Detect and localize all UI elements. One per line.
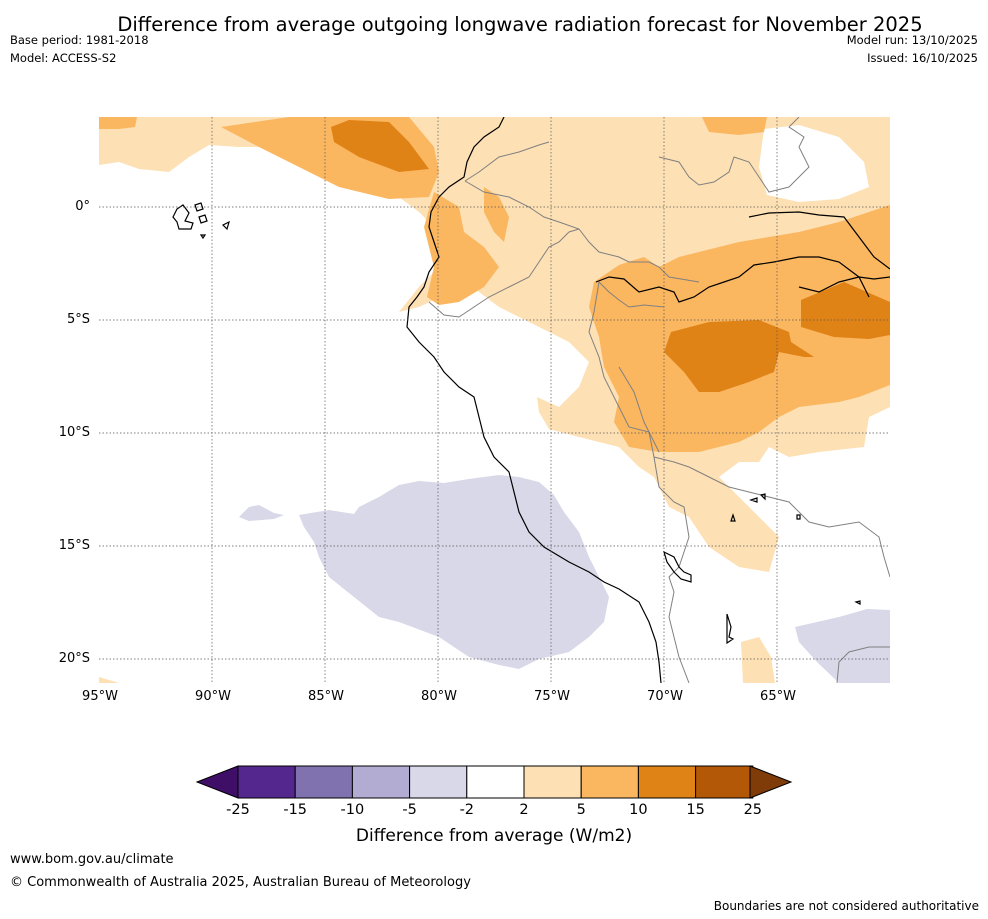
colorbar-tick-label: 25 bbox=[743, 802, 763, 818]
lon-label-80w: 80°W bbox=[421, 689, 457, 704]
colorbar-segment bbox=[351, 765, 411, 799]
colorbar-segment bbox=[294, 765, 353, 799]
lon-label-90w: 90°W bbox=[195, 689, 231, 704]
meta-left: Base period: 1981-2018 Model: ACCESS-S2 bbox=[10, 31, 149, 67]
lon-label-70w: 70°W bbox=[647, 689, 683, 704]
anomaly-light-orange-corner bbox=[99, 677, 119, 683]
colorbar-segments bbox=[237, 765, 754, 799]
lat-label-10s: 10°S bbox=[58, 425, 90, 440]
model-run: Model run: 13/10/2025 bbox=[846, 33, 978, 47]
colorbar-segment bbox=[580, 765, 639, 799]
footer-url: www.bom.gov.au/climate bbox=[10, 852, 174, 867]
anomaly-light-orange-large bbox=[99, 117, 890, 572]
anomaly-orange-coast bbox=[424, 192, 499, 305]
anomaly-purple-ocean bbox=[299, 475, 609, 669]
anomaly-dark-orange-east bbox=[801, 282, 890, 339]
footer-disclaimer: Boundaries are not considered authoritat… bbox=[713, 899, 979, 913]
colorbar-tick-label: -25 bbox=[226, 802, 250, 818]
anomaly-dark-orange-amazon bbox=[664, 320, 814, 392]
colorbar-segment bbox=[409, 765, 468, 799]
lat-label-20s: 20°S bbox=[58, 651, 90, 666]
colorbar-tick-label: -2 bbox=[459, 802, 475, 818]
country-borders bbox=[428, 117, 890, 683]
colorbar bbox=[195, 765, 793, 799]
colorbar-tick-label: -15 bbox=[283, 802, 308, 818]
colorbar-tick-label: -10 bbox=[340, 802, 365, 818]
anomaly-orange-small bbox=[484, 187, 509, 242]
anomaly-purple-small bbox=[239, 505, 284, 521]
colorbar-tick-label: 2 bbox=[519, 802, 529, 818]
base-period: Base period: 1981-2018 bbox=[10, 33, 149, 47]
lat-label-15s: 15°S bbox=[58, 538, 90, 553]
anomaly-purple-southeast bbox=[795, 609, 890, 683]
lat-label-5s: 5°S bbox=[66, 312, 90, 327]
lon-label-85w: 85°W bbox=[308, 689, 344, 704]
issued-date: Issued: 16/10/2025 bbox=[867, 51, 978, 65]
footer-copyright: © Commonwealth of Australia 2025, Austra… bbox=[10, 875, 471, 890]
colorbar-segment bbox=[523, 765, 582, 799]
colorbar-label: Difference from average (W/m2) bbox=[355, 826, 633, 846]
colorbar-segment bbox=[637, 765, 697, 799]
anomaly-light-orange-south bbox=[741, 637, 775, 683]
coastline-galapagos bbox=[172, 202, 230, 240]
map-title: Difference from average outgoing longwav… bbox=[117, 13, 923, 36]
colorbar-tick-label: 5 bbox=[576, 802, 586, 818]
colorbar-segment bbox=[237, 765, 296, 799]
anomaly-dark-orange-north bbox=[331, 120, 429, 172]
grid-lines bbox=[99, 117, 890, 683]
anomaly-orange-northwest-corner bbox=[99, 117, 137, 129]
coastline-amazon-river bbox=[595, 211, 890, 303]
lon-label-65w: 65°W bbox=[760, 689, 796, 704]
coastline-lakes-bolivia bbox=[726, 493, 861, 645]
lon-label-75w: 75°W bbox=[534, 689, 570, 704]
colorbar-tick-label: 10 bbox=[629, 802, 648, 818]
anomaly-orange-northeast-corner bbox=[702, 117, 767, 135]
lon-label-95w: 95°W bbox=[82, 689, 118, 704]
coastline-lake-titicaca bbox=[663, 550, 692, 583]
coastline-south-america bbox=[406, 117, 662, 683]
colorbar-under-arrow bbox=[195, 765, 239, 799]
colorbar-segment bbox=[695, 765, 754, 799]
colorbar-tick-label: 15 bbox=[686, 802, 705, 818]
colorbar-segment bbox=[466, 765, 525, 799]
neutral-area-northeast bbox=[759, 125, 869, 202]
colorbar-tick-label: -5 bbox=[402, 802, 417, 818]
lat-label-0: 0° bbox=[75, 199, 90, 214]
model-name: Model: ACCESS-S2 bbox=[10, 51, 117, 65]
meta-right: Model run: 13/10/2025 Issued: 16/10/2025 bbox=[847, 31, 978, 67]
forecast-map bbox=[99, 117, 890, 683]
colorbar-over-arrow bbox=[749, 765, 793, 799]
